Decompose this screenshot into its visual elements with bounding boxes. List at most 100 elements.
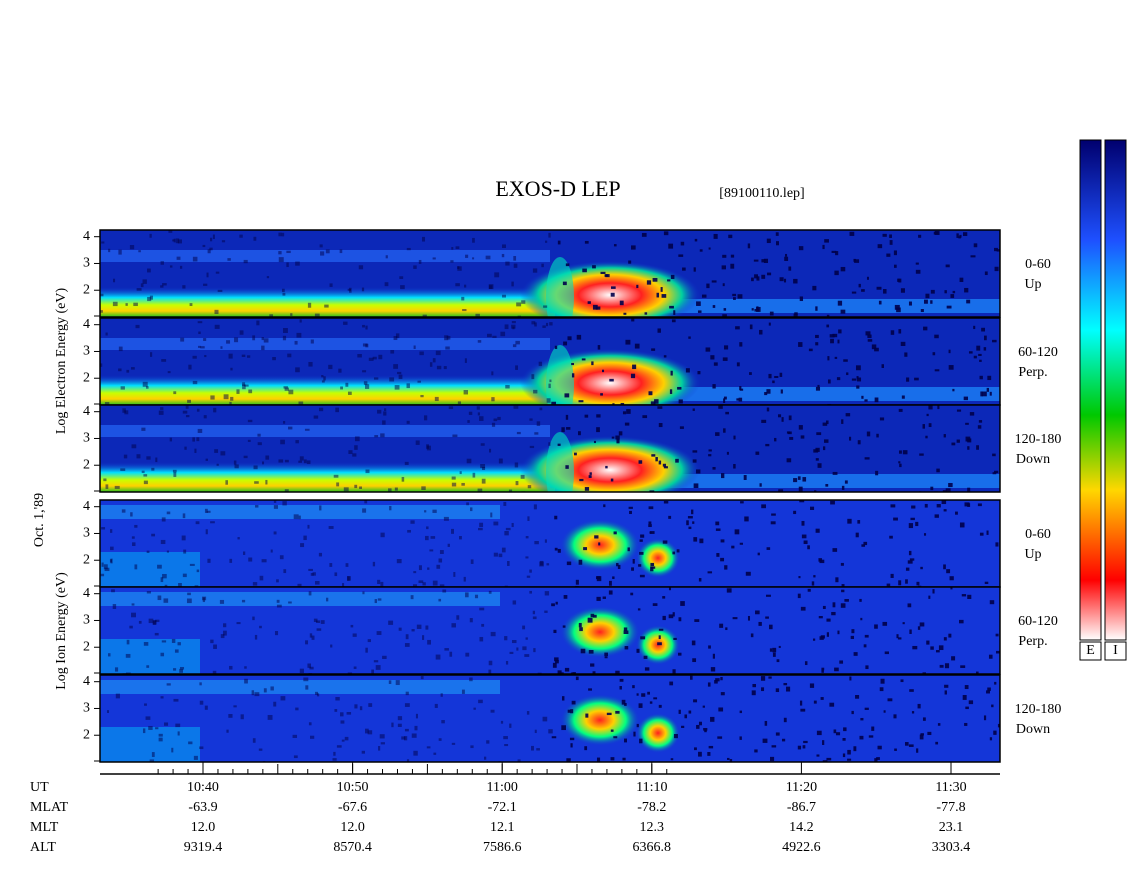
speckle: [252, 616, 255, 621]
speckle: [433, 752, 437, 755]
speckle: [310, 339, 314, 344]
speckle: [368, 357, 374, 361]
speckle: [505, 527, 511, 531]
speckle: [900, 288, 905, 293]
colorbar: [1079, 139, 1102, 641]
speckle: [423, 415, 428, 421]
speckle: [930, 289, 935, 294]
speckle: [816, 432, 822, 436]
speckle: [638, 564, 642, 567]
speckle: [983, 715, 987, 721]
speckle: [740, 501, 744, 504]
speckle: [515, 365, 518, 370]
spectrogram: [100, 318, 1000, 405]
speckle: [377, 598, 382, 601]
speckle: [624, 646, 629, 650]
speckle: [136, 454, 141, 459]
speckle: [967, 487, 971, 492]
speckle: [524, 654, 530, 657]
speckle: [196, 437, 200, 442]
speckle: [793, 278, 798, 284]
speckle: [814, 490, 817, 492]
speckle: [923, 326, 928, 331]
speckle: [938, 645, 944, 651]
speckle: [713, 362, 718, 366]
speckle: [531, 745, 534, 751]
speckle: [566, 758, 571, 762]
speckle: [502, 294, 506, 298]
speckle: [504, 636, 508, 641]
speckle: [505, 261, 510, 266]
speckle: [173, 391, 177, 395]
speckle: [970, 255, 976, 258]
speckle: [345, 382, 349, 387]
speckle: [919, 734, 924, 740]
speckle: [775, 688, 780, 693]
speckle: [715, 678, 720, 682]
speckle: [992, 339, 997, 343]
speckle: [728, 234, 733, 239]
panel-frame: [99, 229, 1001, 318]
speckle: [131, 603, 135, 606]
speckle: [840, 562, 844, 566]
speckle: [215, 271, 220, 274]
speckle: [846, 372, 849, 376]
speckle: [398, 374, 403, 380]
speckle: [899, 463, 902, 468]
speckle: [532, 610, 536, 615]
speckle: [630, 373, 636, 379]
speckle: [155, 457, 158, 463]
speckle: [257, 433, 261, 437]
speckle: [157, 564, 162, 569]
speckle: [321, 375, 324, 378]
speckle: [407, 529, 411, 533]
speckle: [677, 652, 682, 656]
speckle: [973, 243, 978, 248]
speckle: [993, 730, 997, 735]
speckle: [358, 265, 364, 270]
speckle: [112, 604, 117, 609]
speckle: [479, 607, 485, 611]
speckle: [567, 336, 572, 341]
speckle: [809, 683, 815, 688]
speckle: [908, 744, 914, 747]
speckle: [566, 427, 571, 430]
speckle: [866, 276, 869, 280]
row-value: 11:10: [636, 780, 667, 795]
speckle: [609, 580, 612, 586]
speckle: [372, 561, 376, 567]
speckle: [902, 622, 905, 625]
speckle: [361, 750, 365, 754]
speckle: [178, 583, 182, 587]
speckle: [447, 543, 450, 547]
speckle: [177, 239, 182, 244]
speckle: [610, 292, 615, 297]
blob: [546, 432, 574, 492]
speckle: [613, 244, 617, 247]
speckle: [534, 540, 539, 545]
speckle: [336, 482, 340, 487]
speckle: [698, 721, 702, 726]
speckle: [114, 667, 119, 672]
speckle: [413, 345, 416, 349]
speckle: [617, 564, 621, 569]
speckle: [443, 366, 447, 370]
speckle: [562, 625, 566, 628]
panel-label: 120-180: [1015, 702, 1062, 717]
speckle: [186, 598, 192, 604]
speckle: [722, 283, 725, 287]
speckle: [984, 271, 988, 276]
speckle: [216, 463, 219, 466]
speckle: [490, 512, 493, 518]
speckle: [120, 468, 126, 471]
speckle: [721, 265, 726, 270]
speckle: [328, 526, 334, 529]
speckle: [491, 371, 494, 376]
speckle: [399, 276, 404, 279]
speckle: [364, 728, 369, 734]
speckle: [898, 408, 903, 412]
speckle: [798, 486, 803, 492]
speckle: [759, 483, 762, 487]
speckle: [715, 528, 721, 531]
speckle: [424, 510, 427, 513]
